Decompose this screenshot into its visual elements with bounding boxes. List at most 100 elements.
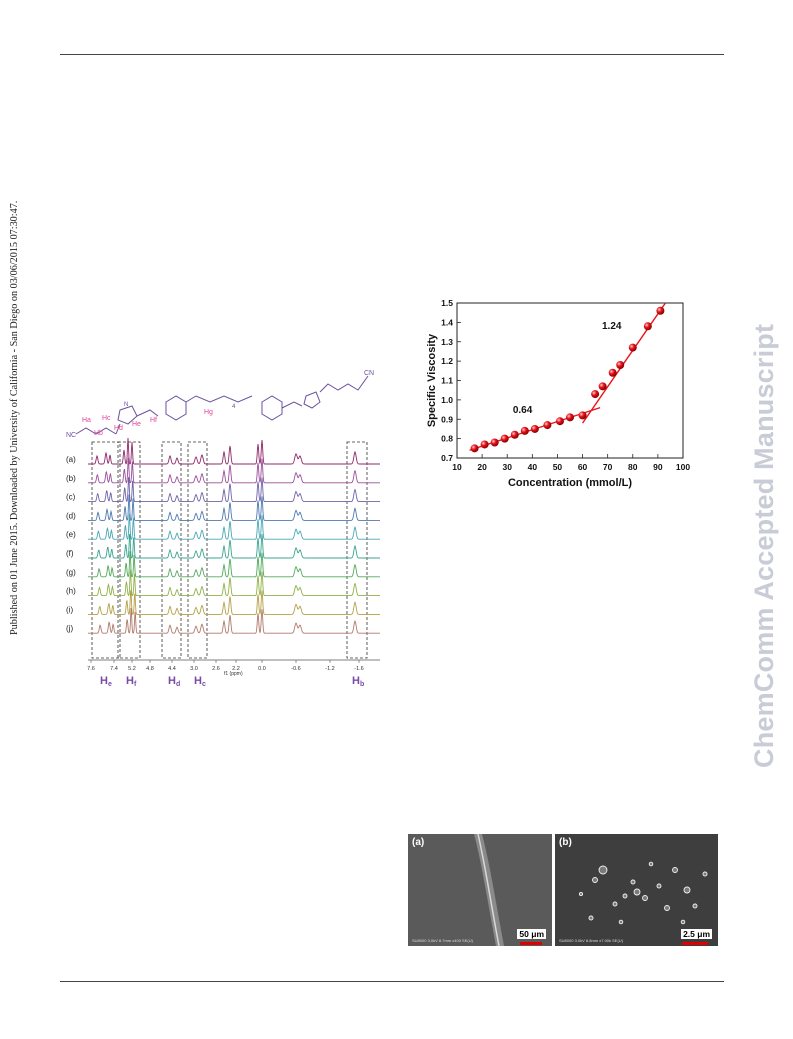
ha-structure-label: Ha	[82, 417, 91, 424]
spectra-labels: (a) (b) (c) (d) (e) (f) (g) (h) (i) (j)	[66, 455, 76, 633]
proton-region-subscript: c	[202, 681, 206, 688]
nmr-tick-label: 0.0	[258, 666, 266, 672]
nmr-tick-label: 7.6	[87, 666, 95, 672]
proton-region-label: Hc	[194, 675, 206, 688]
sem-particle	[642, 895, 648, 901]
region-box-hd	[161, 441, 182, 659]
spectrum-trace	[88, 569, 380, 597]
spectrum-label: (e)	[66, 530, 76, 539]
spectra-traces	[88, 437, 380, 634]
alkyl-chain-left	[75, 427, 117, 435]
region-box-hb	[346, 441, 368, 659]
alkyl-chain-right	[319, 375, 369, 393]
benzene-right	[261, 395, 283, 421]
region-box-hc	[187, 441, 208, 659]
spectrum-label: (i)	[66, 605, 73, 614]
sem-panel-b-scalebar	[682, 942, 708, 945]
x-tick-label: 100	[676, 462, 690, 472]
data-point	[628, 343, 637, 352]
viscosity-chart: 10 20 30 40 50 60 70 80 90 100 0.7 0.8 0.9 1.0 1.1 1.2 1…	[405, 295, 695, 500]
data-point	[510, 430, 519, 439]
sem-particle	[692, 903, 698, 909]
x-tick-label: 80	[628, 462, 638, 472]
sem-panel-b-label: (b)	[559, 837, 572, 848]
nitrile-left-label: NC	[66, 432, 76, 439]
nmr-tick-label: 7.4	[110, 666, 118, 672]
nmr-tick-label: 5.2	[128, 666, 136, 672]
sem-particle	[672, 867, 678, 873]
nmr-figure: NC CN N 4 Ha Hb Hc Hd He Hf Hg (a) (b) (c)…	[62, 362, 392, 692]
footer-rule	[60, 981, 724, 982]
nmr-tick-label: -1.2	[325, 666, 334, 672]
sem-panel-a: (a) SU8000 3.0kV 8.7mm x400 SE(U) 50 μm	[408, 834, 552, 946]
sem-particle	[622, 893, 628, 899]
region-boxes	[91, 441, 368, 659]
spectrum-trace	[88, 551, 380, 578]
spectrum-label: (j)	[66, 624, 73, 633]
viscosity-svg: 10 20 30 40 50 60 70 80 90 100 0.7 0.8 0.9 1.0 1.1 1.2 1…	[426, 298, 690, 489]
x-tick-label: 30	[502, 462, 512, 472]
x-tick-label: 70	[603, 462, 613, 472]
sem-particle	[588, 915, 594, 921]
nmr-axis-ticks: 7.6 7.4 5.2 4.8 4.4 3.0 2.6 2.2 0.0 -0.6 -1.2 -1.6	[87, 660, 364, 672]
sem-panel-a-info: SU8000 3.0kV 8.7mm x400 SE(U)	[412, 938, 473, 943]
sem-panel-b-info: SU8000 3.0kV 8.8mm x7.00k SE(U)	[559, 938, 624, 943]
region-box-he	[91, 441, 121, 659]
spectrum-label: (c)	[66, 493, 76, 502]
nmr-tick-label: 3.0	[190, 666, 198, 672]
sem-particle	[612, 901, 618, 907]
sem-panel-a-scale: 50 μm	[517, 929, 546, 939]
sem-particle	[683, 886, 691, 894]
linker-1	[136, 409, 159, 417]
y-tick-label: 1.5	[441, 298, 453, 308]
y-tick-label: 1.4	[441, 317, 453, 327]
y-tick-label: 1.3	[441, 337, 453, 347]
x-tick-label: 50	[553, 462, 563, 472]
y-axis-label: Specific Viscosity	[426, 333, 438, 427]
x-tick-label: 20	[477, 462, 487, 472]
sem-panel-b: (b) SU8000 3.0kV 8.8mm x7.00k SE(U) 2.5 …	[555, 834, 718, 946]
nmr-tick-label: -1.6	[354, 666, 363, 672]
link-bond	[115, 423, 121, 435]
data-point	[470, 444, 479, 453]
triazole-right	[303, 391, 321, 409]
he-structure-label: He	[132, 421, 141, 428]
hb-structure-label: Hb	[94, 430, 103, 437]
nmr-tick-label: 4.8	[146, 666, 154, 672]
proton-region-subscript: f	[134, 681, 137, 688]
sem-particle	[648, 861, 654, 867]
proton-region-label: He	[100, 675, 112, 688]
data-point	[643, 322, 652, 331]
sem-particle	[578, 891, 584, 897]
data-point	[591, 390, 600, 399]
repeat-count-label: 4	[232, 404, 236, 410]
sem-particle	[633, 888, 641, 896]
x-tick-label: 90	[653, 462, 663, 472]
x-tick-label: 10	[452, 462, 462, 472]
proton-region-subscript: d	[176, 681, 180, 688]
data-point	[616, 361, 625, 369]
proton-region-label: Hd	[168, 675, 180, 688]
nmr-tick-label: 4.4	[168, 666, 176, 672]
proton-region-subscript: e	[108, 681, 112, 688]
sem-panel-b-scale: 2.5 μm	[681, 929, 712, 939]
hd-structure-label: Hd	[114, 425, 123, 432]
nmr-tick-label: -0.6	[291, 666, 300, 672]
triazole-left	[117, 405, 138, 425]
nmr-tick-label: 2.2	[232, 666, 240, 672]
spectrum-trace	[88, 513, 380, 540]
x-axis-label: Concentration (mmol/L)	[508, 477, 632, 489]
data-point	[490, 438, 499, 447]
triazole-n-label: N	[124, 402, 128, 408]
data-point	[530, 424, 539, 433]
fit-slope-label: 0.64	[513, 405, 533, 416]
y-tick-label: 1.0	[441, 395, 453, 405]
data-point	[480, 440, 489, 449]
y-tick-label: 0.8	[441, 434, 453, 444]
sem-particle	[592, 877, 598, 883]
benzene-left	[165, 395, 187, 421]
sem-particle	[656, 883, 662, 889]
spectrum-label: (h)	[66, 587, 76, 596]
spectrum-trace	[88, 457, 380, 484]
proton-region-subscript: b	[360, 681, 364, 688]
